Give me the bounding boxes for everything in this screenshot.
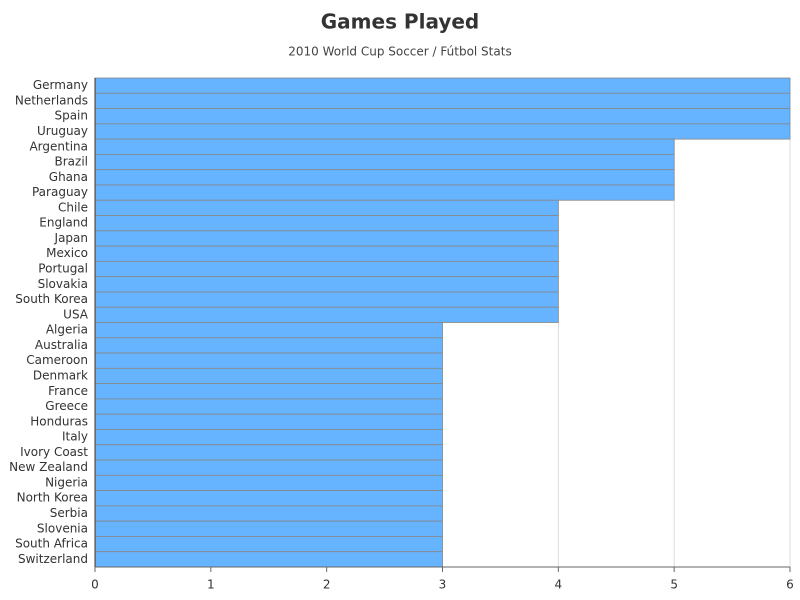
y-tick-label: Ivory Coast xyxy=(20,445,88,459)
bar xyxy=(94,92,791,109)
bar xyxy=(94,260,559,278)
y-tick-label: Italy xyxy=(62,430,88,444)
y-tick-label: Ghana xyxy=(49,170,88,184)
bar xyxy=(94,245,559,262)
bar xyxy=(94,505,443,522)
y-tick-label: Japan xyxy=(54,231,88,245)
y-tick-label: Argentina xyxy=(29,139,88,153)
y-tick-label: Spain xyxy=(54,109,88,123)
x-tick-label: 6 xyxy=(786,578,794,592)
y-tick-label: France xyxy=(48,384,88,398)
bar xyxy=(94,215,559,232)
y-tick-label: Serbia xyxy=(50,506,88,520)
chart-title: Games Played xyxy=(321,10,480,34)
y-tick-label: Germany xyxy=(33,78,88,92)
y-tick-label: Algeria xyxy=(46,323,88,337)
bar xyxy=(94,474,443,491)
x-tick-label: 5 xyxy=(670,578,678,592)
x-tick-label: 0 xyxy=(91,578,99,592)
y-tick-label: USA xyxy=(63,307,89,321)
y-tick-label: Switzerland xyxy=(18,552,88,566)
bar xyxy=(94,154,675,171)
y-tick-label: Mexico xyxy=(46,246,88,260)
y-tick-label: Australia xyxy=(35,338,88,352)
y-tick-label: Slovenia xyxy=(37,521,88,535)
bar xyxy=(94,520,443,537)
bar xyxy=(94,398,443,415)
bar xyxy=(94,199,559,216)
bar xyxy=(94,184,675,201)
y-tick-label: Netherlands xyxy=(15,93,88,107)
y-tick-label: South Korea xyxy=(15,292,88,306)
y-tick-label: Denmark xyxy=(33,368,88,382)
bar xyxy=(94,77,791,94)
y-tick-label: Cameroon xyxy=(26,353,88,367)
y-tick-label: England xyxy=(39,216,88,230)
bar xyxy=(94,490,443,507)
bar xyxy=(94,322,443,339)
bar xyxy=(94,123,791,140)
x-tick-label: 2 xyxy=(323,578,331,592)
y-tick-label: Chile xyxy=(58,200,88,214)
y-tick-label: Portugal xyxy=(38,262,88,276)
x-tick-label: 3 xyxy=(439,578,447,592)
x-tick-label: 4 xyxy=(555,578,563,592)
y-tick-label: New Zealand xyxy=(9,460,88,474)
y-tick-label: South Africa xyxy=(15,537,88,551)
y-tick-label: Paraguay xyxy=(32,185,88,199)
chart-subtitle: 2010 World Cup Soccer / Fútbol Stats xyxy=(288,45,511,59)
bar xyxy=(94,367,443,385)
y-tick-label: Greece xyxy=(45,399,88,413)
bar xyxy=(94,337,443,354)
bar xyxy=(94,413,443,430)
x-tick-label: 1 xyxy=(207,578,215,592)
bar xyxy=(94,306,559,323)
bar xyxy=(94,276,559,293)
bar xyxy=(94,383,443,400)
bar xyxy=(94,536,443,553)
bar xyxy=(94,230,559,247)
bar xyxy=(94,459,443,476)
y-tick-label: Nigeria xyxy=(45,475,88,489)
bar xyxy=(94,138,675,155)
bar xyxy=(94,108,791,125)
bar xyxy=(94,444,443,461)
bar xyxy=(94,169,675,186)
y-tick-label: North Korea xyxy=(17,491,88,505)
y-tick-label: Brazil xyxy=(55,155,89,169)
bar xyxy=(94,291,559,308)
bar xyxy=(94,352,443,369)
y-tick-label: Slovakia xyxy=(38,277,88,291)
bar xyxy=(94,429,443,446)
bar xyxy=(94,551,443,568)
y-tick-label: Honduras xyxy=(30,414,88,428)
y-tick-label: Uruguay xyxy=(37,124,88,138)
